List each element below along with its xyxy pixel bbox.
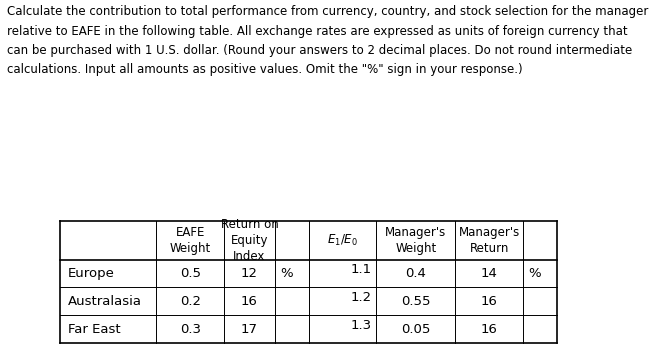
Text: 0.3: 0.3 xyxy=(180,323,201,336)
Text: relative to EAFE in the following table. All exchange rates are expressed as uni: relative to EAFE in the following table.… xyxy=(7,25,627,37)
Text: 0.2: 0.2 xyxy=(180,295,201,308)
Text: 17: 17 xyxy=(241,323,258,336)
Text: Calculate the contribution to total performance from currency, country, and stoc: Calculate the contribution to total perf… xyxy=(7,5,648,18)
Text: Manager's
Return: Manager's Return xyxy=(458,226,520,254)
Text: 12: 12 xyxy=(241,267,258,280)
Text: Manager's
Weight: Manager's Weight xyxy=(385,226,446,254)
Text: can be purchased with 1 U.S. dollar. (Round your answers to 2 decimal places. Do: can be purchased with 1 U.S. dollar. (Ro… xyxy=(7,44,632,57)
Text: $E_1/E_0$: $E_1/E_0$ xyxy=(327,232,358,248)
Text: 0.05: 0.05 xyxy=(401,323,431,336)
Text: 0.4: 0.4 xyxy=(405,267,426,280)
Text: 16: 16 xyxy=(241,295,258,308)
Text: 1.1: 1.1 xyxy=(350,264,372,276)
Text: EAFE
Weight: EAFE Weight xyxy=(170,226,211,254)
Text: Return on
Equity
Index: Return on Equity Index xyxy=(221,218,278,262)
Text: Australasia: Australasia xyxy=(68,295,142,308)
Text: 1.3: 1.3 xyxy=(350,319,372,332)
Text: %: % xyxy=(528,267,541,280)
Text: 0.5: 0.5 xyxy=(180,267,201,280)
Text: 16: 16 xyxy=(481,323,498,336)
Text: Far East: Far East xyxy=(68,323,121,336)
Text: 1.2: 1.2 xyxy=(350,291,372,304)
Text: 14: 14 xyxy=(481,267,498,280)
Text: Europe: Europe xyxy=(68,267,115,280)
Text: 0.55: 0.55 xyxy=(401,295,431,308)
Text: %: % xyxy=(280,267,293,280)
Text: calculations. Input all amounts as positive values. Omit the "%" sign in your re: calculations. Input all amounts as posit… xyxy=(7,63,522,76)
Text: 16: 16 xyxy=(481,295,498,308)
